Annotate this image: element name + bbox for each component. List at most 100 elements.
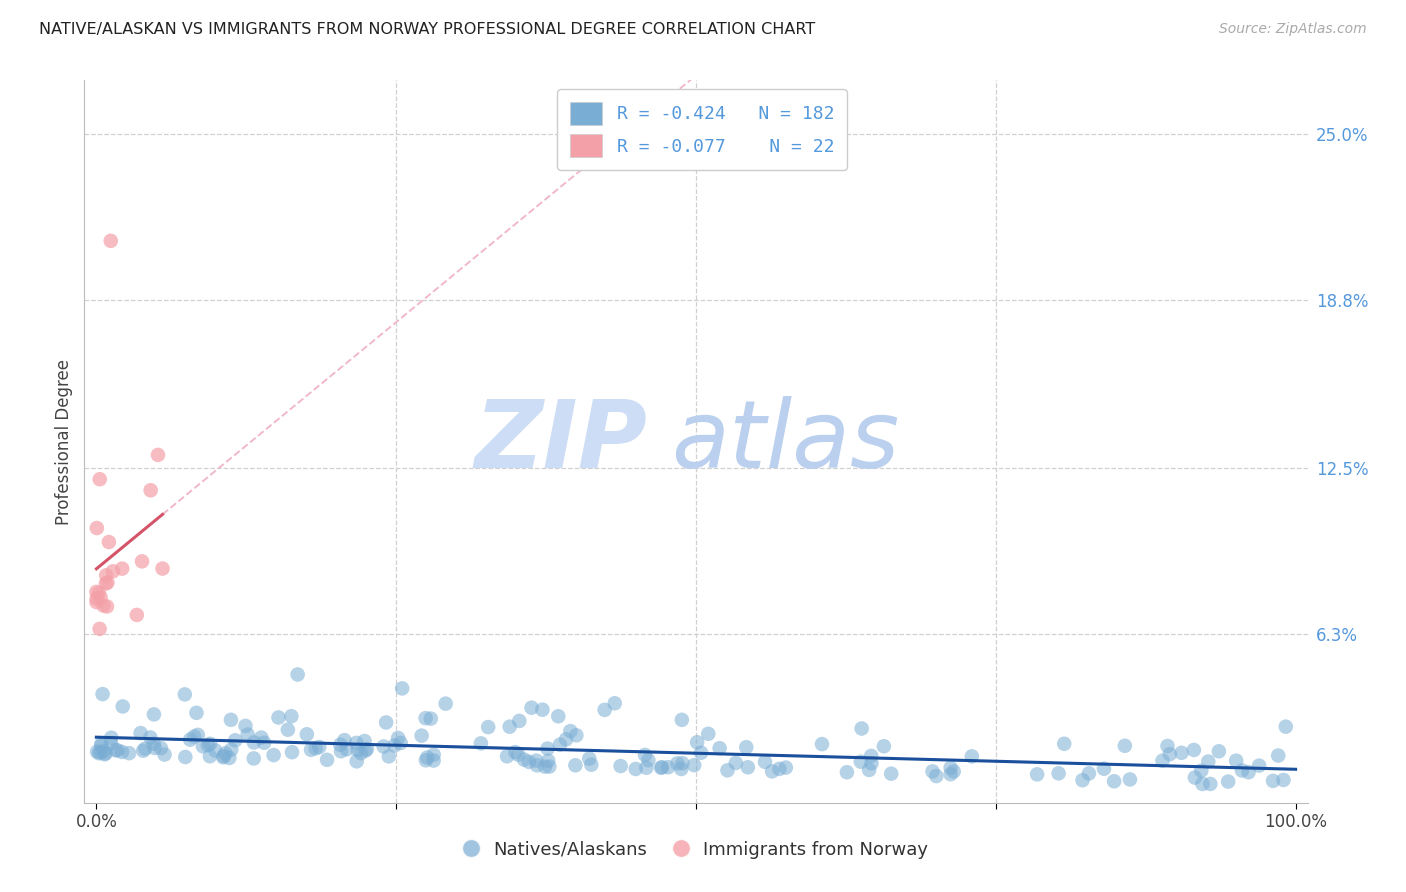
Point <box>104 743 127 757</box>
Point <box>308 739 330 754</box>
Point <box>132 744 155 758</box>
Point <box>139 483 162 498</box>
Point <box>153 747 176 762</box>
Point <box>346 743 368 757</box>
Point <box>333 733 356 747</box>
Point <box>1267 748 1289 763</box>
Point <box>94 747 117 761</box>
Point <box>263 748 285 763</box>
Point <box>212 749 235 764</box>
Point <box>391 681 413 696</box>
Point <box>87 746 110 760</box>
Point <box>277 723 299 737</box>
Point <box>849 755 872 769</box>
Legend: Natives/Alaskans, Immigrants from Norway: Natives/Alaskans, Immigrants from Norway <box>457 834 935 866</box>
Point <box>709 741 731 756</box>
Point <box>1249 758 1271 772</box>
Point <box>754 755 776 769</box>
Point <box>925 769 948 783</box>
Point <box>96 568 118 582</box>
Point <box>242 751 264 765</box>
Point <box>219 742 242 756</box>
Point <box>236 727 259 741</box>
Point <box>1170 746 1192 760</box>
Point <box>858 763 880 777</box>
Point <box>86 745 108 759</box>
Point <box>152 561 174 575</box>
Point <box>477 720 499 734</box>
Point <box>564 758 586 772</box>
Point <box>537 754 560 768</box>
Point <box>942 764 965 779</box>
Point <box>593 703 616 717</box>
Point <box>1114 739 1136 753</box>
Point <box>1208 744 1230 758</box>
Point <box>87 586 110 600</box>
Point <box>1218 774 1240 789</box>
Y-axis label: Professional Degree: Professional Degree <box>55 359 73 524</box>
Point <box>1230 764 1253 778</box>
Point <box>422 754 444 768</box>
Point <box>1152 754 1174 768</box>
Point <box>880 766 903 780</box>
Point <box>89 622 111 636</box>
Point <box>671 756 693 771</box>
Point <box>100 234 122 248</box>
Point <box>142 707 165 722</box>
Point <box>735 740 758 755</box>
Point <box>939 767 962 781</box>
Point <box>174 750 197 764</box>
Point <box>90 591 112 605</box>
Point <box>86 585 108 599</box>
Point <box>650 761 672 775</box>
Point <box>1071 773 1094 788</box>
Point <box>93 747 115 762</box>
Point <box>218 751 240 765</box>
Point <box>253 736 276 750</box>
Point <box>548 738 571 752</box>
Point <box>1053 737 1076 751</box>
Point <box>387 731 409 745</box>
Point <box>198 749 221 764</box>
Point <box>470 736 492 750</box>
Point <box>505 745 527 759</box>
Point <box>93 744 115 758</box>
Point <box>835 765 858 780</box>
Point <box>416 750 439 764</box>
Point <box>419 712 441 726</box>
Point <box>142 737 165 751</box>
Point <box>143 741 166 756</box>
Point <box>197 738 219 752</box>
Point <box>187 728 209 742</box>
Point <box>624 762 647 776</box>
Point <box>411 729 433 743</box>
Point <box>219 713 242 727</box>
Point <box>91 687 114 701</box>
Point <box>716 764 738 778</box>
Point <box>1078 766 1101 780</box>
Point <box>697 727 720 741</box>
Point <box>637 753 659 767</box>
Text: NATIVE/ALASKAN VS IMMIGRANTS FROM NORWAY PROFESSIONAL DEGREE CORRELATION CHART: NATIVE/ALASKAN VS IMMIGRANTS FROM NORWAY… <box>39 22 815 37</box>
Point <box>1047 766 1070 780</box>
Point <box>517 755 540 769</box>
Point <box>111 699 134 714</box>
Point <box>499 720 522 734</box>
Point <box>768 762 790 776</box>
Point <box>90 739 112 753</box>
Point <box>434 697 457 711</box>
Point <box>686 735 709 749</box>
Point <box>353 734 375 748</box>
Point <box>651 760 673 774</box>
Point <box>336 742 359 756</box>
Point <box>346 754 368 768</box>
Point <box>86 595 108 609</box>
Point <box>373 739 395 754</box>
Point <box>125 607 148 622</box>
Point <box>1189 764 1212 778</box>
Point <box>508 747 530 762</box>
Point <box>724 756 747 770</box>
Point <box>173 687 195 701</box>
Point <box>101 564 124 578</box>
Point <box>224 733 246 747</box>
